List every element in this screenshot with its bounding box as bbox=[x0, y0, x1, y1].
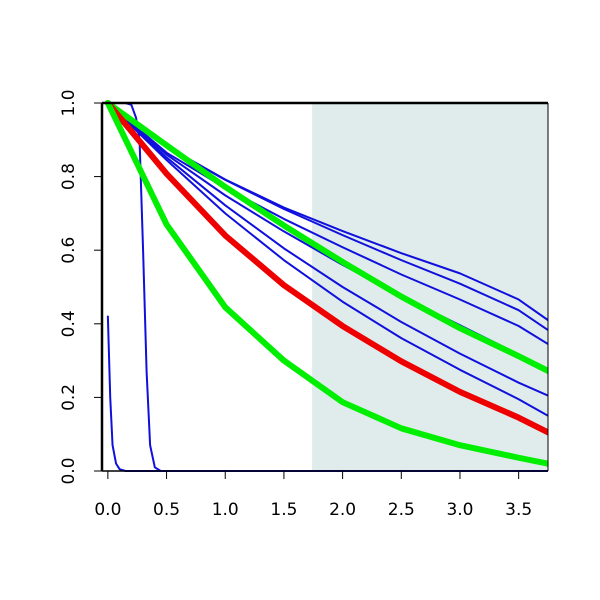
x-tick-label: 0.0 bbox=[94, 500, 121, 520]
series-line-10 bbox=[104, 100, 548, 436]
y-tick-label: 0.8 bbox=[59, 163, 79, 190]
y-axis: 0.0 0.2 0.4 0.6 0.8 1.0 bbox=[59, 89, 102, 485]
series-line-11 bbox=[104, 100, 548, 467]
y-tick-label: 0.4 bbox=[59, 310, 79, 337]
series-line-3 bbox=[106, 102, 548, 346]
plot-frame bbox=[100, 101, 549, 472]
series-layer bbox=[104, 100, 548, 472]
x-tick-label: 0.5 bbox=[153, 500, 180, 520]
x-tick-label: 1.5 bbox=[270, 500, 297, 520]
x-axis: 0.0 0.5 1.0 1.5 2.0 2.5 3.0 3.5 bbox=[94, 471, 532, 520]
series-line-9 bbox=[104, 100, 548, 374]
x-tick-label: 1.0 bbox=[212, 500, 239, 520]
y-tick-label: 0.0 bbox=[59, 457, 79, 484]
y-tick-label: 1.0 bbox=[59, 89, 79, 116]
x-tick-label: 3.0 bbox=[446, 500, 473, 520]
series-line-5 bbox=[106, 102, 548, 397]
x-tick-label: 3.5 bbox=[505, 500, 532, 520]
x-tick-label: 2.5 bbox=[388, 500, 415, 520]
y-tick-label: 0.6 bbox=[59, 237, 79, 264]
y-tick-label: 0.2 bbox=[59, 384, 79, 411]
x-tick-label: 2.0 bbox=[329, 500, 356, 520]
series-line-6 bbox=[106, 102, 548, 417]
